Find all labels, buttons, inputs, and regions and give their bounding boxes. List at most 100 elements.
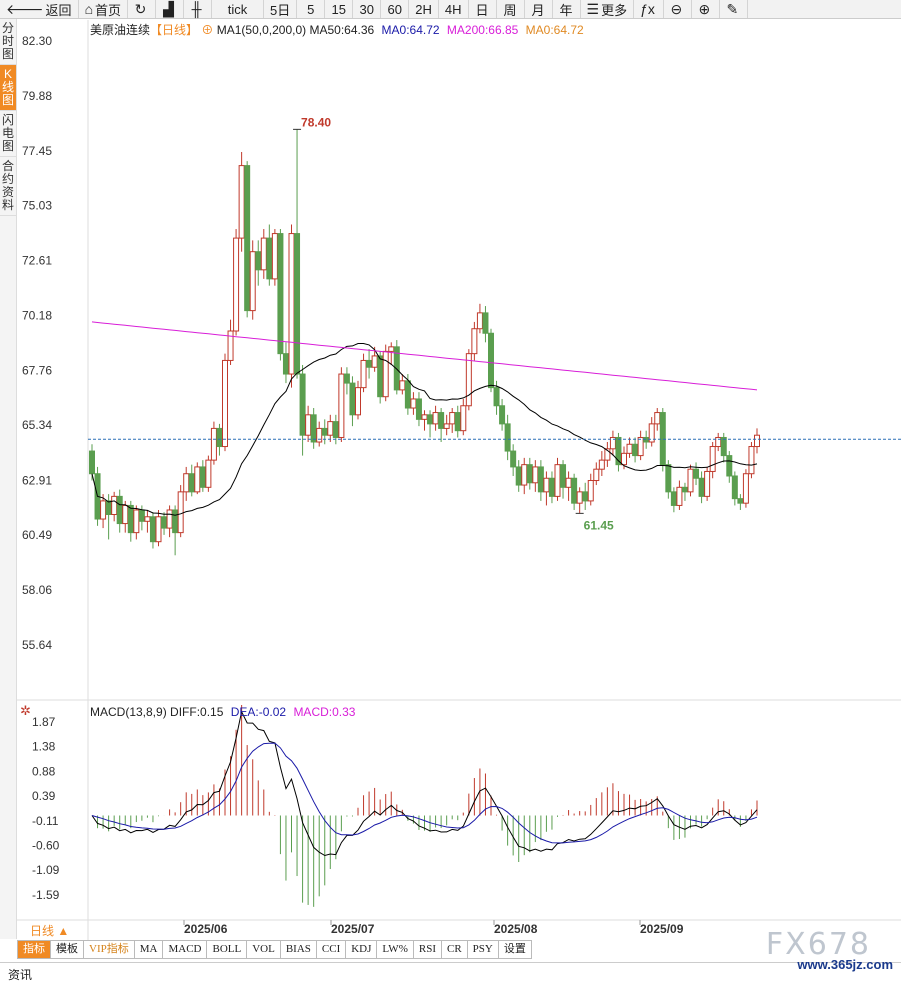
candle-body	[321, 427, 328, 436]
add-icon[interactable]: ⊕	[201, 23, 214, 37]
toolbar-item-年[interactable]: 年	[553, 0, 581, 18]
menu-icon: ☰	[586, 0, 600, 17]
news-link[interactable]: 资讯	[8, 968, 33, 982]
indicator-tab-5[interactable]: BOLL	[207, 940, 248, 959]
toolbar-label: 更多	[601, 2, 628, 18]
indicator-tab-10[interactable]: LW%	[377, 940, 414, 959]
price-tick-label: 72.61	[22, 254, 52, 268]
period-selector[interactable]: 日线 ▲	[30, 924, 70, 938]
indicator-tab-7[interactable]: BIAS	[280, 940, 317, 959]
candle-body	[199, 466, 206, 488]
candle-body	[754, 434, 760, 448]
indicator-tab-4[interactable]: MACD	[163, 940, 208, 959]
sidebar-tab-1[interactable]: K线图	[0, 65, 16, 111]
indicator-tab-9[interactable]: KDJ	[346, 940, 378, 959]
macd-tick-label: 0.88	[32, 765, 56, 779]
toolbar-item-30[interactable]: 30	[353, 0, 382, 18]
price-tick-label: 55.64	[22, 638, 52, 652]
toolbar-item-更多[interactable]: ☰ 更多	[581, 0, 635, 18]
toolbar-item-2H[interactable]: 2H	[409, 0, 439, 18]
toolbar-item-5[interactable]: 5	[297, 0, 326, 18]
toolbar-item-candlestick[interactable]: ╫	[184, 0, 213, 18]
indicator-tab-12[interactable]: CR	[441, 940, 468, 959]
candle-body	[659, 412, 666, 466]
candlestick-icon: ╫	[191, 1, 202, 17]
candle-body	[427, 414, 434, 425]
toolbar-item-pen[interactable]: ✎	[720, 0, 748, 18]
indicator-tab-3[interactable]: MA	[134, 940, 164, 959]
toolbar-item-fx[interactable]: ƒx	[634, 0, 664, 18]
candle-body	[709, 446, 716, 472]
price-tick-label: 58.06	[22, 583, 52, 597]
candle-body	[598, 459, 605, 470]
toolbar-item-15[interactable]: 15	[325, 0, 354, 18]
candle-body	[576, 491, 583, 504]
time-label: 2025/08	[494, 922, 538, 936]
toolbar-item-周[interactable]: 周	[497, 0, 525, 18]
time-label: 2025/07	[331, 922, 375, 936]
candle-body	[421, 414, 428, 420]
toolbar-label: 返回	[45, 2, 72, 18]
sidebar-tab-2[interactable]: 闪电图	[0, 111, 16, 157]
high-mark-label: 78.40	[301, 115, 331, 129]
sidebar-tab-0[interactable]: 分时图	[0, 19, 16, 65]
candle-body	[393, 346, 400, 391]
candle-body	[155, 516, 162, 543]
toolbar-item-5日[interactable]: 5日	[264, 0, 298, 18]
candle-body	[277, 233, 284, 355]
candle-body	[271, 233, 278, 280]
indicator-tab-8[interactable]: CCI	[316, 940, 347, 959]
candle-body	[133, 509, 140, 534]
candle-body	[282, 353, 289, 375]
macd-settings-icon[interactable]: ✲	[20, 703, 31, 718]
candle-body	[554, 464, 561, 497]
candle-body	[460, 405, 467, 432]
indicator-tab-6[interactable]: VOL	[247, 940, 281, 959]
toolbar-label: 15	[331, 1, 347, 17]
candle-body	[432, 412, 439, 425]
indicator-tab-0[interactable]: 指标	[17, 940, 51, 959]
macd-name: MACD(13,8,9)	[90, 705, 167, 719]
refresh-icon: ↻	[134, 0, 147, 17]
toolbar-item-tick[interactable]: tick	[212, 0, 265, 18]
indicator-tab-14[interactable]: 设置	[498, 940, 532, 959]
instrument-name: 美原油连续	[90, 23, 151, 37]
candle-body	[720, 436, 727, 457]
candle-body	[515, 466, 522, 486]
toolbar-item-60[interactable]: 60	[381, 0, 410, 18]
indicator-tab-1[interactable]: 模板	[51, 940, 84, 959]
candle-body	[526, 464, 533, 484]
toolbar-item-返回[interactable]: 🡐 返回	[0, 0, 79, 18]
indicator-tab-2[interactable]: VIP指标	[84, 940, 135, 959]
toolbar-item-月[interactable]: 月	[525, 0, 553, 18]
candle-body	[382, 350, 389, 398]
toolbar-item-首页[interactable]: ⌂ 首页	[79, 0, 129, 18]
sidebar-tab-3[interactable]: 合约资料	[0, 157, 16, 216]
candle-body	[493, 387, 500, 407]
toolbar-item-4H[interactable]: 4H	[439, 0, 469, 18]
candle-body	[149, 516, 156, 543]
toolbar-item-zoom-in[interactable]: ⊕	[692, 0, 720, 18]
candle-body	[654, 412, 661, 425]
macd-tick-label: 0.39	[32, 789, 56, 803]
status-bar: 资讯	[0, 962, 901, 982]
toolbar-label: 日	[475, 2, 489, 18]
toolbar-item-refresh[interactable]: ↻	[128, 0, 157, 18]
toolbar-item-bar-chart[interactable]: ▟	[156, 0, 185, 18]
toolbar-item-日[interactable]: 日	[469, 0, 497, 18]
indicator-tab-11[interactable]: RSI	[413, 940, 442, 959]
indicator-tab-13[interactable]: PSY	[467, 940, 499, 959]
price-tick-label: 70.18	[22, 309, 52, 323]
period-tag[interactable]: 【日线】	[150, 23, 199, 37]
candle-body	[249, 251, 256, 312]
macd-dea: DEA:-0.02	[230, 705, 287, 719]
toolbar-item-zoom-out[interactable]: ⊖	[664, 0, 692, 18]
kline-chart[interactable]: 82.30 79.88 77.45 75.03 72.61 70.18 67.76 65.34…	[0, 0, 901, 940]
candle-body	[443, 423, 450, 429]
candle-body	[698, 477, 705, 497]
candle-body	[637, 436, 644, 457]
candle-body	[521, 464, 528, 486]
candle-body	[260, 237, 267, 271]
candle-body	[216, 427, 223, 448]
candle-body	[687, 468, 694, 493]
